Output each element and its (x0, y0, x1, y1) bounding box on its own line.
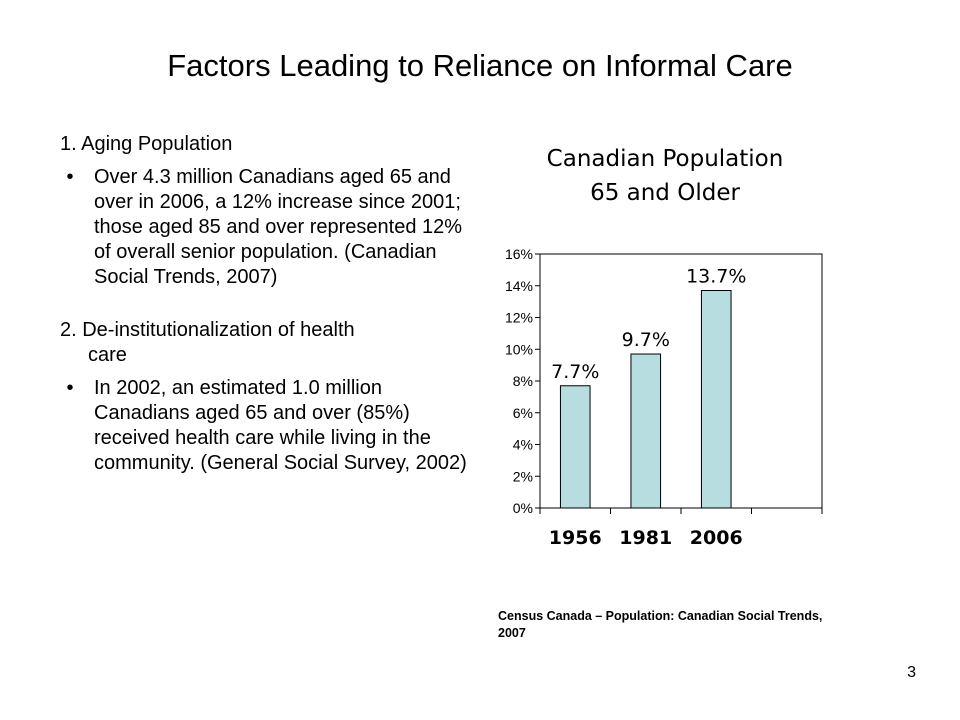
bar-2006 (700, 290, 732, 509)
y-tick-label: 4% (513, 437, 533, 453)
data-label-1981: 9.7% (622, 329, 670, 351)
section-heading-text: 1. Aging Population (60, 133, 233, 155)
slide-title: Factors Leading to Reliance on Informal … (167, 48, 793, 83)
section-heading-text: 2. De-institutionalization of health (60, 319, 355, 341)
chart-source: Census Canada – Population: Canadian Soc… (498, 609, 823, 640)
y-tick-label: 10% (505, 341, 533, 357)
bullet-text: Over 4.3 million Canadians aged 65 and o… (94, 166, 463, 288)
page-number: 3 (907, 664, 916, 681)
bullet-aging: • Over 4.3 million Canadians aged 65 and… (60, 165, 470, 290)
chart-title-line2: 65 and Older (590, 180, 740, 206)
text-content: 1. Aging Population • Over 4.3 million C… (60, 132, 470, 476)
bullet-deinstitutionalization: • In 2002, an estimated 1.0 million Cana… (60, 376, 470, 476)
chart-title-line1: Canadian Population (546, 146, 784, 172)
x-tick-label-2006: 2006 (690, 527, 743, 549)
chart-title: Canadian Population 65 and Older (500, 142, 830, 210)
section-heading-continuation: care (88, 344, 127, 366)
y-tick-label: 2% (513, 468, 533, 484)
bullet-icon: • (66, 377, 74, 399)
bar-1956 (559, 385, 591, 509)
bullet-text: In 2002, an estimated 1.0 million Canadi… (94, 377, 467, 474)
bar-chart: 0% 2% 4% 6% 8% 10% 12% 14% 16% 7.7% 1956 9.7% 1981 13… (505, 246, 823, 549)
data-label-2006: 13.7% (686, 266, 746, 288)
bar-1981 (630, 353, 662, 509)
section-heading-deinstitutionalization: 2. De-institutionalization of health car… (60, 318, 470, 368)
y-tick-label: 0% (513, 500, 533, 516)
y-tick-label: 14% (505, 278, 533, 294)
x-tick-label-1981: 1981 (619, 527, 672, 549)
section-heading-aging: 1. Aging Population (60, 132, 470, 157)
y-tick-label: 6% (513, 405, 533, 421)
y-tick-label: 16% (505, 246, 533, 262)
y-tick-label: 12% (505, 310, 533, 326)
x-tick-label-1956: 1956 (549, 527, 602, 549)
y-tick-label: 8% (513, 373, 533, 389)
data-label-1956: 7.7% (551, 361, 599, 383)
bullet-icon: • (66, 166, 74, 188)
